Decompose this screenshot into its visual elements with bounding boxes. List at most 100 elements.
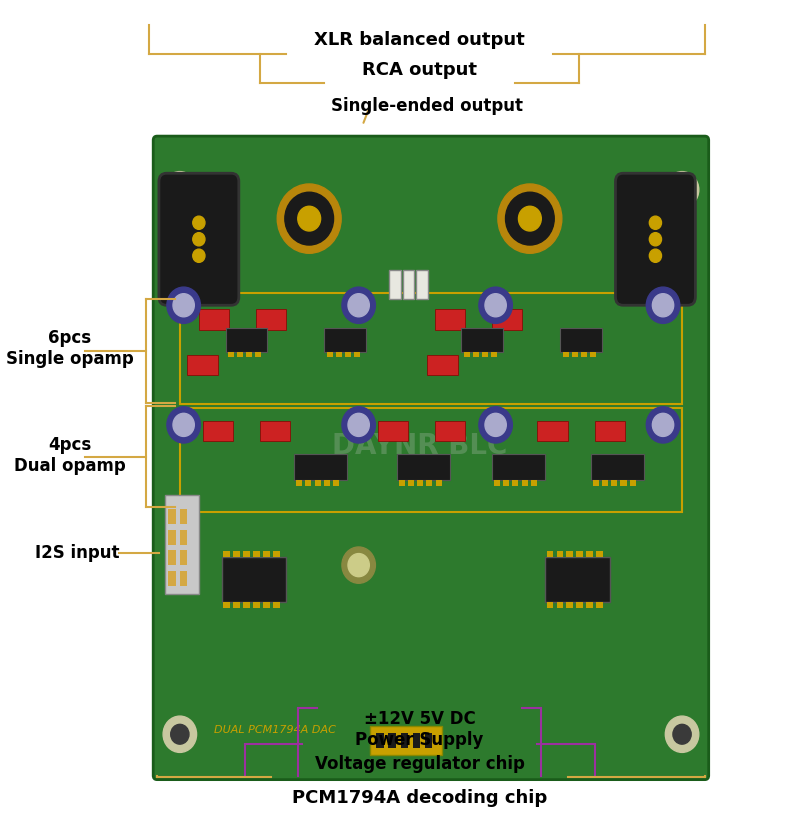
Bar [596,602,603,608]
Bar [262,602,270,608]
Circle shape [479,407,512,443]
Bar [581,352,587,357]
Bar [233,602,240,608]
Bar [557,551,563,557]
Bar [408,480,414,486]
Text: Voltage regulator chip: Voltage regulator chip [314,755,525,773]
Bar [435,480,442,486]
Bar [253,551,260,557]
Bar [354,352,360,357]
Bar [294,454,347,480]
Bar [180,550,187,565]
Bar [223,602,230,608]
Bar [538,421,568,441]
Bar [576,551,583,557]
Bar [418,480,423,486]
Bar [594,421,625,441]
Bar [255,352,262,357]
FancyBboxPatch shape [154,136,709,780]
Bar [223,551,230,557]
Bar [324,480,330,486]
Circle shape [673,180,691,200]
Bar [434,309,465,330]
Bar [630,480,636,486]
Bar [233,551,240,557]
Bar [427,355,458,375]
Bar [596,551,603,557]
Circle shape [342,547,375,583]
Text: Single-ended output: Single-ended output [331,97,523,115]
Circle shape [278,184,341,253]
Bar [462,328,503,352]
Bar [566,551,574,557]
Bar [226,328,267,352]
Text: DUAL PCM1794A DAC: DUAL PCM1794A DAC [214,725,336,735]
Circle shape [485,294,506,317]
Circle shape [518,206,542,231]
Bar [593,480,599,486]
Circle shape [173,413,194,436]
Text: DAYNR BLC: DAYNR BLC [332,431,507,460]
Circle shape [167,407,200,443]
Bar [586,551,593,557]
Bar [434,421,465,441]
Circle shape [193,233,205,246]
Bar [376,733,384,748]
Bar [256,309,286,330]
Circle shape [666,172,698,208]
Circle shape [193,216,205,229]
Circle shape [485,413,506,436]
Bar [169,571,176,586]
Bar [546,602,554,608]
Bar [273,602,279,608]
Circle shape [298,206,321,231]
Text: 4pcs
Dual opamp: 4pcs Dual opamp [14,436,126,475]
Text: XLR balanced output: XLR balanced output [314,31,525,49]
Bar [621,480,626,486]
Bar [273,551,279,557]
Bar [413,733,420,748]
Bar [180,509,187,524]
Bar [237,352,243,357]
Circle shape [167,287,200,323]
Circle shape [342,407,375,443]
Bar [199,309,230,330]
Bar [586,602,593,608]
Text: ±12V 5V DC
Power Supply: ±12V 5V DC Power Supply [355,710,484,749]
Bar [562,352,569,357]
Circle shape [646,407,680,443]
Bar [611,480,618,486]
Bar [165,495,199,594]
Circle shape [173,294,194,317]
Bar [262,551,270,557]
Bar [566,602,574,608]
Bar [494,480,500,486]
Bar [401,733,408,748]
Bar [169,509,176,524]
Bar [169,530,176,544]
Bar [180,530,187,544]
Bar [572,352,578,357]
Circle shape [170,724,189,744]
Bar [530,480,537,486]
Circle shape [506,192,554,245]
Bar [464,352,470,357]
Text: RCA output: RCA output [362,61,477,79]
Bar [222,557,286,602]
Bar [370,726,442,755]
Circle shape [170,180,189,200]
Bar [378,421,408,441]
Bar [388,733,396,748]
Bar [253,602,260,608]
Circle shape [163,172,197,208]
FancyBboxPatch shape [159,173,239,305]
Bar [345,352,351,357]
Bar [246,352,252,357]
Bar [336,352,342,357]
FancyBboxPatch shape [615,173,695,305]
Bar [402,270,414,299]
Bar [399,480,405,486]
Bar [560,328,602,352]
Circle shape [193,249,205,262]
Bar [503,480,510,486]
